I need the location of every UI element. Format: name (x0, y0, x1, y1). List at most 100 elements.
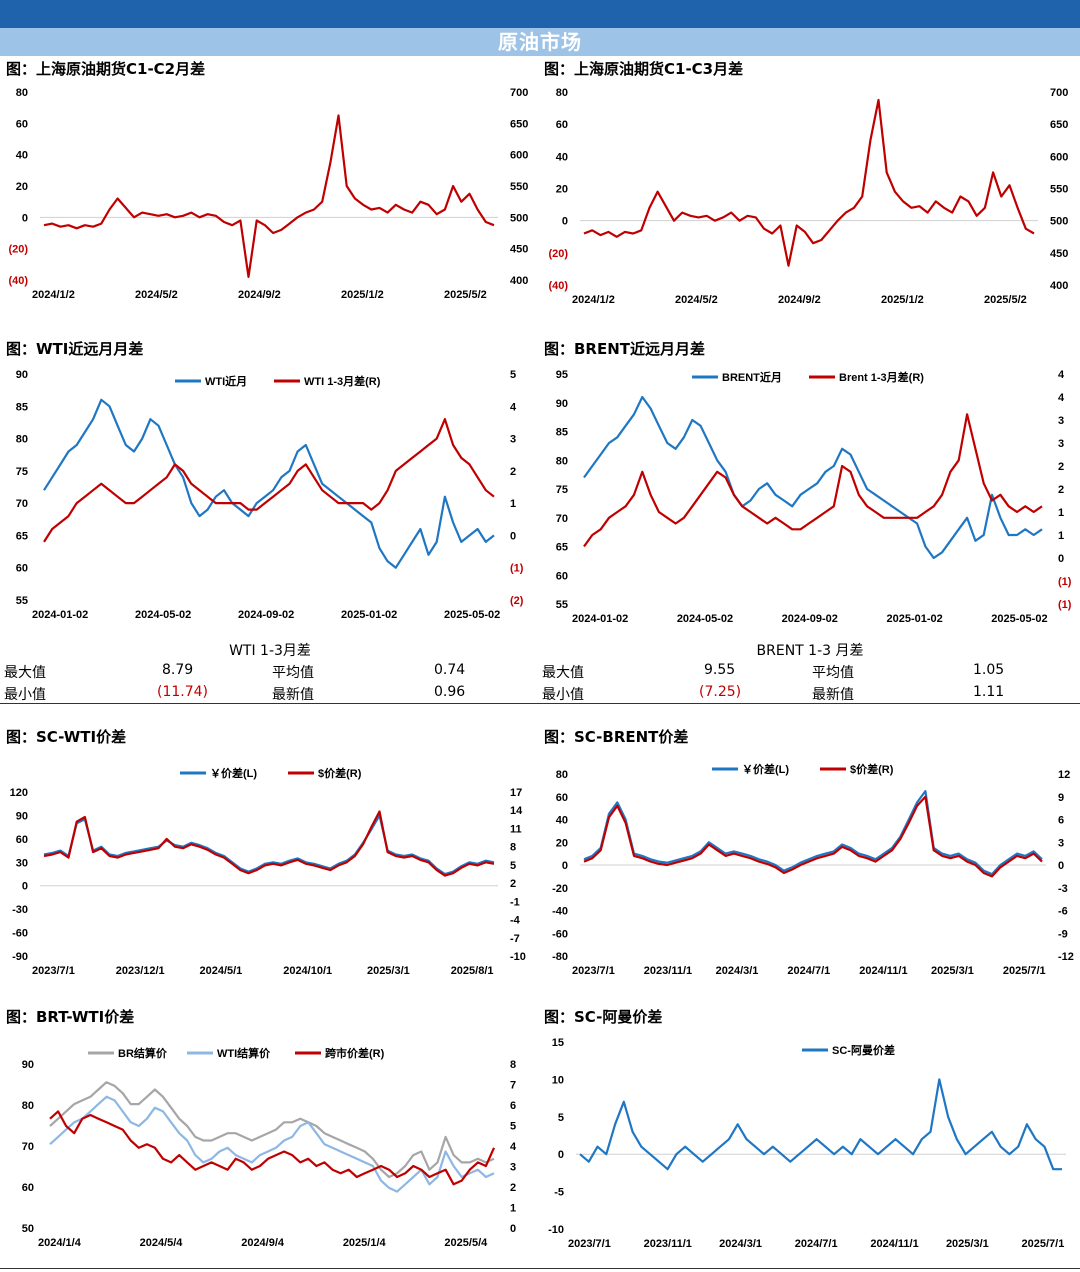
x-tick-label: 2023/7/1 (32, 965, 75, 977)
y-left-tick-label: 0 (558, 1149, 564, 1161)
y-left-tick-label: 10 (552, 1074, 564, 1086)
y-left-tick-label: 75 (556, 484, 568, 496)
chart-title-brtwti: 图：BRT-WTI价差 (6, 1008, 135, 1026)
y-right-tick-label: 1 (1058, 530, 1064, 542)
legend-label: ￥价差(L) (742, 762, 789, 776)
x-tick-label: 2025/1/2 (881, 294, 924, 306)
x-tick-label: 2024/5/2 (675, 294, 718, 306)
y-left-tick-label: 15 (552, 1037, 564, 1049)
stat-label: 最新值 (272, 687, 314, 703)
y-left-tick-label: 60 (16, 118, 28, 130)
x-tick-label: 2024/9/2 (238, 289, 281, 301)
y-right-tick-label: -10 (510, 951, 526, 963)
stat-label: 最小值 (542, 687, 584, 703)
x-tick-label: 2024/3/1 (716, 965, 759, 977)
x-tick-label: 2025/5/2 (444, 289, 487, 301)
y-left-tick-label: 55 (16, 595, 28, 607)
chart-brtwti: 90 80 70 60 50 8 7 6 5 4 3 2 1 0 2024/1/4 2024/5/4 2024/… (22, 1046, 517, 1249)
y-left-tick-label: 90 (556, 398, 568, 410)
chart-c1c2: 80 60 40 20 0 (20) (40) 700 650 600 550 500 450 400 20… (8, 87, 528, 301)
y-left-tick-label: (20) (8, 244, 28, 256)
stat-label: 最大值 (542, 665, 584, 681)
y-right-tick-label: 550 (510, 181, 528, 193)
x-tick-label: 2025/3/1 (931, 965, 974, 977)
y-left-tick-label: 65 (16, 530, 28, 542)
y-left-tick-label: -60 (552, 928, 568, 940)
x-tick-label: 2024/5/1 (199, 965, 242, 977)
stat-label: 最小值 (4, 687, 46, 703)
y-left-tick-label: 50 (22, 1223, 34, 1235)
y-left-tick-label: 75 (16, 466, 28, 478)
stat-label: 平均值 (272, 665, 314, 681)
y-right-tick-label: 5 (510, 369, 516, 381)
y-left-tick-label: 90 (16, 369, 28, 381)
y-right-tick-label: 1 (510, 1203, 516, 1215)
x-tick-label: 2025-01-02 (341, 609, 397, 621)
series-line-0 (579, 1078, 1062, 1171)
y-left-tick-label: -80 (552, 951, 568, 963)
stat-label: 最新值 (812, 687, 854, 703)
y-left-tick-label: 90 (16, 810, 28, 822)
x-tick-label: 2024/1/4 (38, 1237, 82, 1249)
y-right-tick-label: 5 (510, 1121, 516, 1133)
y-right-tick-label: 6 (510, 1100, 516, 1112)
y-left-tick-label: (40) (548, 280, 568, 292)
y-left-tick-label: 80 (556, 455, 568, 467)
y-right-tick-label: (1) (1058, 576, 1072, 588)
chart-scoman: 15 10 5 0 -5 -10 2023/7/1 2023/11/1 2024/3/1 2024… (548, 1037, 1066, 1250)
x-tick-label: 2023/7/1 (572, 965, 615, 977)
chart-title-scbrent: 图：SC-BRENT价差 (544, 728, 689, 746)
y-right-tick-label: 9 (1058, 792, 1064, 804)
y-right-tick-label: 3 (1058, 837, 1064, 849)
x-tick-label: 2025/3/1 (946, 1238, 989, 1250)
y-right-tick-label: 2 (1058, 484, 1064, 496)
y-left-tick-label: 80 (556, 769, 568, 781)
y-left-tick-label: 120 (10, 787, 28, 799)
y-left-tick-label: 60 (16, 834, 28, 846)
x-tick-label: 2025/1/2 (341, 289, 384, 301)
x-tick-label: 2024/7/1 (795, 1238, 838, 1250)
y-left-tick-label: 60 (556, 570, 568, 582)
legend-label: WTI结算价 (217, 1046, 271, 1060)
legend-label: BR结算价 (118, 1046, 168, 1060)
y-left-tick-label: 80 (22, 1100, 34, 1112)
y-right-tick-label: -3 (1058, 883, 1068, 895)
chart-title-brent: 图：BRENT近远月月差 (544, 340, 706, 358)
y-right-tick-label: -1 (510, 896, 520, 908)
stat-avg-value: 1.05 (973, 662, 1005, 678)
x-tick-label: 2024/5/2 (135, 289, 178, 301)
y-left-tick-label: 20 (556, 184, 568, 196)
y-left-tick-label: 90 (22, 1059, 34, 1071)
x-tick-label: 2024-09-02 (238, 609, 294, 621)
x-tick-label: 2024/1/2 (572, 294, 615, 306)
y-right-tick-label: -6 (1058, 906, 1068, 918)
x-tick-label: 2024/9/2 (778, 294, 821, 306)
y-right-tick-label: 2 (1058, 461, 1064, 473)
y-right-tick-label: 2 (510, 1182, 516, 1194)
y-right-tick-label: 0 (1058, 860, 1064, 872)
x-tick-label: 2024-01-02 (32, 609, 88, 621)
stat-label: 平均值 (812, 665, 854, 681)
legend-label: BRENT近月 (722, 370, 782, 384)
y-right-tick-label: 3 (510, 434, 516, 446)
y-left-tick-label: 65 (556, 542, 568, 554)
series-line-1 (49, 1095, 495, 1193)
chart-title-c1c3: 图：上海原油期货C1-C3月差 (544, 60, 744, 78)
y-right-tick-label: 4 (510, 1141, 517, 1153)
section-title: 原油市场 (498, 30, 582, 54)
x-tick-label: 2025-05-02 (991, 613, 1047, 625)
stat-label: 最大值 (4, 665, 46, 681)
y-left-tick-label: 0 (22, 881, 28, 893)
series-line-0 (49, 1081, 495, 1179)
y-right-tick-label: 0 (510, 1223, 516, 1235)
y-right-tick-label: (1) (1058, 599, 1072, 611)
x-tick-label: 2024/1/2 (32, 289, 75, 301)
y-left-tick-label: -5 (554, 1187, 564, 1199)
stat-latest-value: 1.11 (973, 684, 1005, 700)
y-right-tick-label: 12 (1058, 769, 1070, 781)
y-left-tick-label: -20 (552, 883, 568, 895)
y-right-tick-label: -7 (510, 933, 520, 945)
x-tick-label: 2025/3/1 (367, 965, 410, 977)
chart-title-scwti: 图：SC-WTI价差 (6, 728, 127, 746)
y-right-tick-label: 650 (1050, 119, 1068, 131)
